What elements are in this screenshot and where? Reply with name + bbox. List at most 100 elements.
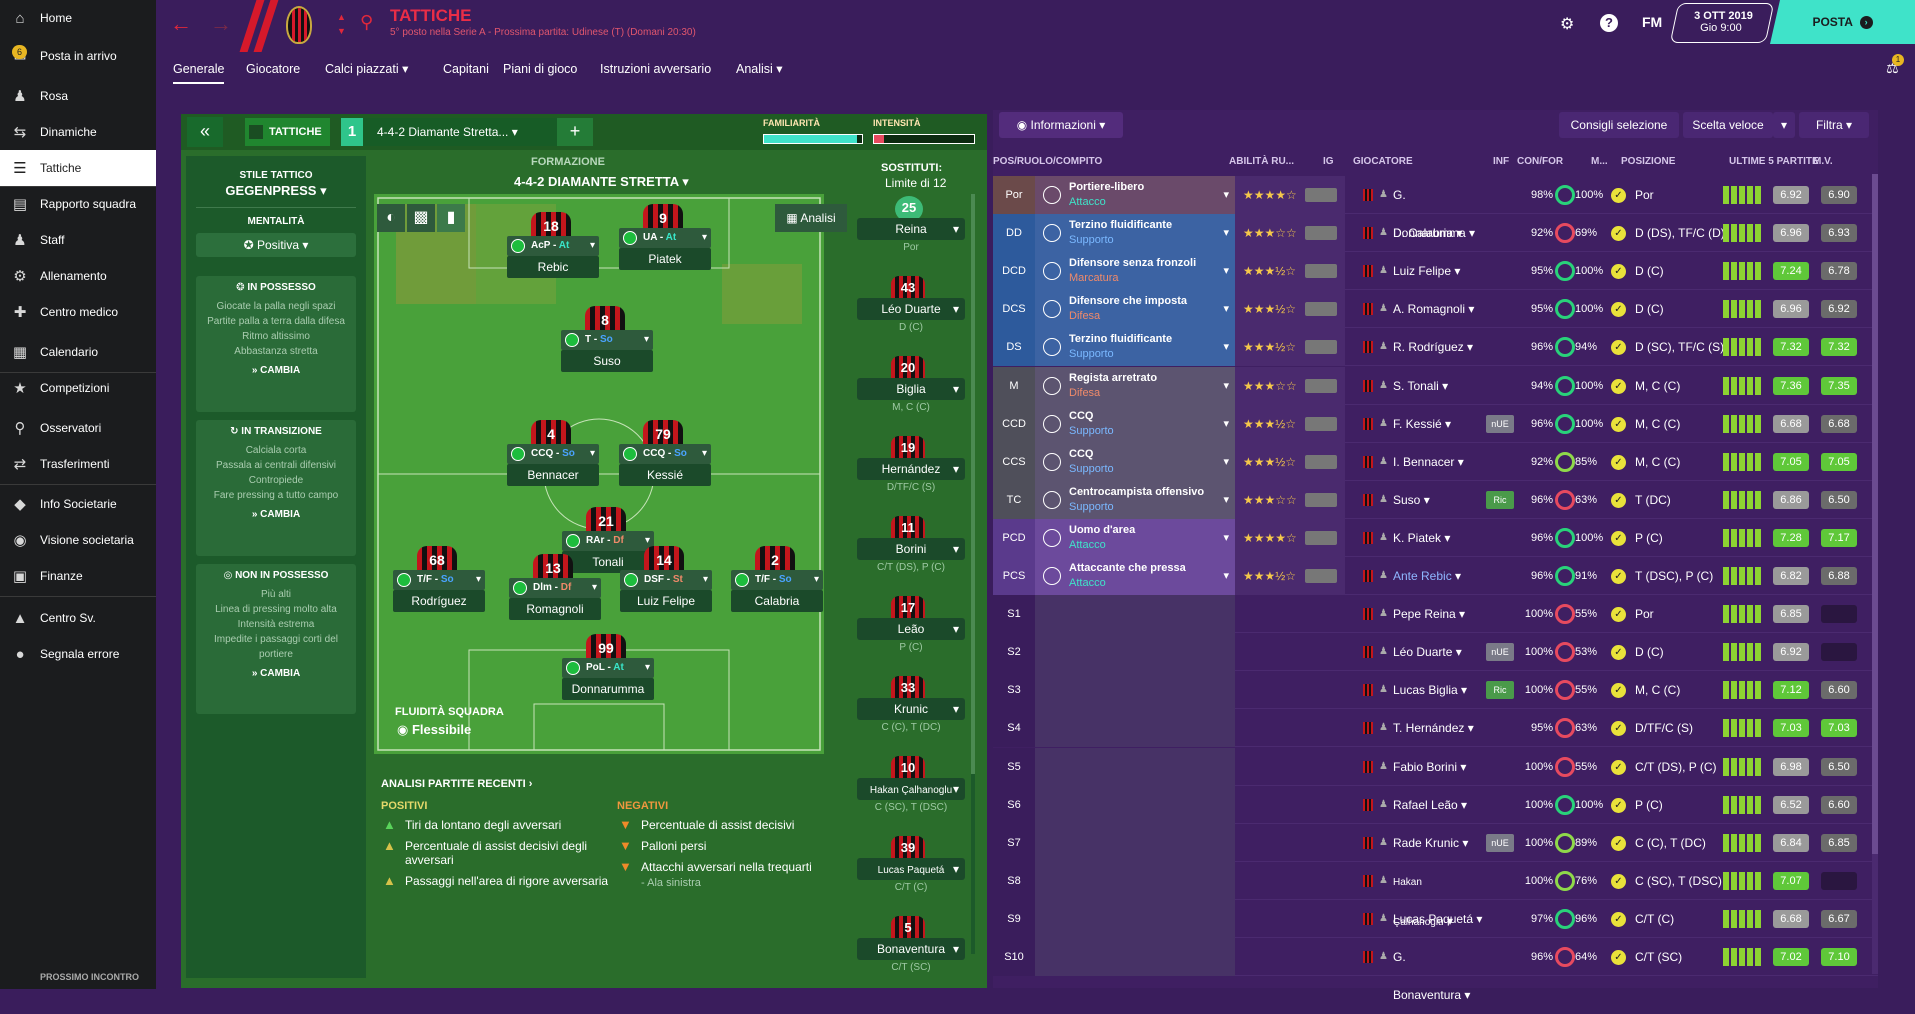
continue-button[interactable]: POSTA › <box>1770 0 1915 44</box>
chart-icon[interactable]: ▩ <box>407 204 435 232</box>
globe-icon[interactable]: ⚙ <box>1560 16 1575 33</box>
column-header[interactable]: INF <box>1493 156 1510 167</box>
sidebar-item-info-societarie[interactable]: ◆ Info Societarie <box>0 486 156 522</box>
tab-calci-piazzati[interactable]: Calci piazzati ▾ <box>325 52 408 84</box>
analysis-title[interactable]: ANALISI PARTITE RECENTI › <box>381 778 533 790</box>
substitute-item[interactable]: 39 Lucas Paquetá ▾ C/T (C) <box>857 836 965 896</box>
player-role-dropdown[interactable]: PoL - At ▾ <box>562 658 654 678</box>
role-block[interactable]: Difensore che imposta Difesa ▾ <box>1035 290 1235 329</box>
player-role-dropdown[interactable]: RAr - Df ▾ <box>562 531 654 551</box>
substitute-item[interactable]: 43 Léo Duarte ▾ D (C) <box>857 276 965 336</box>
player-name[interactable]: ♟ Rafael Leão ▾ <box>1363 786 1483 824</box>
player-name[interactable]: ♟ Hakan Çalhanoglu ▾ <box>1363 862 1483 928</box>
tab-capitani[interactable]: Capitani <box>443 52 489 84</box>
player-name[interactable]: ♟ A. Romagnoli ▾ <box>1363 290 1483 328</box>
role-block[interactable]: Attaccante che pressa Attacco ▾ <box>1035 557 1235 595</box>
formation-dropdown[interactable]: 4-4-2 Diamante Stretta... ▾ <box>363 118 573 146</box>
player-name[interactable]: ♟ Suso ▾ <box>1363 481 1483 519</box>
intensity-bar[interactable] <box>873 134 975 144</box>
role-block[interactable]: CCQ Supporto ▾ <box>1035 404 1235 443</box>
collapse-button[interactable]: « <box>187 117 223 147</box>
player-token[interactable]: 9 UA - At ▾ Piatek <box>619 204 711 272</box>
analysis-button[interactable]: ▦ Analisi <box>775 204 847 232</box>
tab-giocatore[interactable]: Giocatore <box>246 52 300 84</box>
role-block[interactable]: Portiere-libero Attacco ▾ <box>1035 176 1235 214</box>
column-header[interactable]: GIOCATORE <box>1353 156 1413 167</box>
notification-icon[interactable]: ⚖ 1 <box>1886 54 1904 77</box>
player-token[interactable]: 13 Dlm - Df ▾ Romagnoli <box>509 554 601 622</box>
chevron-down-icon[interactable]: ▾ <box>1773 112 1795 138</box>
sidebar-item-tattiche[interactable]: ☰ Tattiche <box>0 150 156 186</box>
player-name[interactable]: ♟ R. Rodríguez ▾ <box>1363 328 1483 366</box>
player-token[interactable]: 4 CCQ - So ▾ Bennacer <box>507 420 599 488</box>
substitute-item[interactable]: 5 Bonaventura ▾ C/T (SC) <box>857 916 965 976</box>
player-name[interactable]: ♟ K. Piatek ▾ <box>1363 519 1483 557</box>
add-tactic-button[interactable]: + <box>557 118 593 146</box>
player-name[interactable]: ♟ Lucas Biglia ▾ <box>1363 671 1483 709</box>
table-row[interactable]: S9 ♟ Lucas Paquetá ▾ 97% 96% ✓ C/T (C) 6.68 6.67 <box>993 899 1878 938</box>
substitute-item[interactable]: 10 Hakan Çalhanoglu ▾ C (SC), T (DSC) <box>857 756 965 816</box>
fm-menu[interactable]: FM <box>1642 14 1663 30</box>
substitute-name[interactable]: Biglia ▾ <box>857 378 965 400</box>
player-name[interactable]: ♟ Luiz Felipe ▾ <box>1363 252 1483 290</box>
player-token[interactable]: 99 PoL - At ▾ Donnarumma <box>562 634 654 702</box>
player-token[interactable]: 68 T/F - So ▾ Rodríguez <box>393 546 485 614</box>
player-role-dropdown[interactable]: UA - At ▾ <box>619 228 711 248</box>
player-name[interactable]: ♟ Pepe Reina ▾ <box>1363 595 1483 633</box>
player-token[interactable]: 2 T/F - So ▾ Calabria <box>731 546 823 614</box>
up-down-arrows-icon[interactable]: ▲ ▼ <box>337 12 346 36</box>
sidebar-item-dinamiche[interactable]: ⇆ Dinamiche <box>0 114 156 150</box>
sidebar-item-finanze[interactable]: ▣ Finanze <box>0 558 156 594</box>
tab-istruzioni-avversario[interactable]: Istruzioni avversario <box>600 52 711 84</box>
player-name[interactable]: ♟ G. Bonaventura ▾ <box>1363 938 1483 1002</box>
role-block[interactable]: Difensore senza fronzoli Marcatura ▾ <box>1035 252 1235 291</box>
sidebar-item-calendario[interactable]: ▦ Calendario <box>0 334 156 370</box>
substitute-item[interactable]: 25 Reina ▾ Por <box>857 196 965 256</box>
player-token[interactable]: 18 AcP - At ▾ Rebic <box>507 212 599 280</box>
substitute-item[interactable]: 17 Leão ▾ P (C) <box>857 596 965 656</box>
substitute-item[interactable]: 11 Borini ▾ C/T (DS), P (C) <box>857 516 965 576</box>
info-dropdown[interactable]: ◉ Informazioni ▾ <box>999 112 1123 138</box>
subs-scrollbar[interactable] <box>971 194 975 954</box>
club-crest-icon[interactable] <box>286 6 312 44</box>
substitute-name[interactable]: Léo Duarte ▾ <box>857 298 965 320</box>
sidebar-item-centro-medico[interactable]: ✚ Centro medico <box>0 294 156 330</box>
tactic-label[interactable]: TATTICHE <box>245 118 330 146</box>
sidebar-item-osservatori[interactable]: ⚲ Osservatori <box>0 410 156 446</box>
table-row[interactable]: M Regista arretrato Difesa ▾ ★★★☆☆ ♟ S. Tonali… <box>993 366 1878 405</box>
player-name[interactable]: ♟ G. Donnarumma ▾ <box>1363 176 1483 240</box>
player-name[interactable]: ♟ S. Tonali ▾ <box>1363 367 1483 405</box>
role-block[interactable]: Centrocampista offensivo Supporto ▾ <box>1035 480 1235 519</box>
player-role-dropdown[interactable]: CCQ - So ▾ <box>619 444 711 464</box>
player-name[interactable]: ♟ D. Calabria ▾ <box>1363 214 1483 252</box>
sidebar-item-rapporto-squadra[interactable]: ▤ Rapporto squadra <box>0 186 156 222</box>
search-icon[interactable]: ⚲ <box>360 12 374 32</box>
column-header[interactable]: CON/FOR <box>1517 156 1564 167</box>
table-row[interactable]: S3 ♟ Lucas Biglia ▾ Ric 100% 55% ✓ M, C (C) 7.12… <box>993 671 1878 710</box>
player-name[interactable]: ♟ Léo Duarte ▾ <box>1363 633 1483 671</box>
quick-pick-button[interactable]: Scelta veloce <box>1683 112 1773 138</box>
substitute-name[interactable]: Lucas Paquetá ▾ <box>857 858 965 880</box>
tactic-slot[interactable]: 1 <box>341 118 363 146</box>
player-role-dropdown[interactable]: T - So ▾ <box>561 330 653 350</box>
sidebar-item-staff[interactable]: ♟ Staff <box>0 222 156 258</box>
player-token[interactable]: 79 CCQ - So ▾ Kessié <box>619 420 711 488</box>
substitute-name[interactable]: Hernández ▾ <box>857 458 965 480</box>
table-row[interactable]: S5 ♟ Fabio Borini ▾ 100% 55% ✓ C/T (DS), P (C)… <box>993 747 1878 786</box>
table-row[interactable]: DCS Difensore che imposta Difesa ▾ ★★★½☆ ♟ A. … <box>993 290 1878 329</box>
player-name[interactable]: ♟ F. Kessié ▾ <box>1363 405 1483 443</box>
sidebar-item-rosa[interactable]: ♟ Rosa <box>0 78 156 114</box>
sidebar-item-competizioni[interactable]: ★ Competizioni <box>0 370 156 406</box>
table-row[interactable]: S7 ♟ Rade Krunic ▾ nUE 100% 89% ✓ C (C), T (DC)… <box>993 823 1878 862</box>
role-block[interactable]: Terzino fluidificante Supporto ▾ <box>1035 328 1235 367</box>
table-row[interactable]: PCS Attaccante che pressa Attacco ▾ ★★★½☆ ♟ An… <box>993 557 1878 595</box>
player-role-dropdown[interactable]: AcP - At ▾ <box>507 236 599 256</box>
table-row[interactable]: TC Centrocampista offensivo Supporto ▾ ★★★☆☆… <box>993 480 1878 519</box>
forward-arrow-icon[interactable]: → <box>210 11 232 36</box>
substitute-item[interactable]: 19 Hernández ▾ D/TF/C (S) <box>857 436 965 496</box>
player-role-dropdown[interactable]: Dlm - Df ▾ <box>509 578 601 598</box>
player-name[interactable]: ♟ Lucas Paquetá ▾ <box>1363 900 1483 938</box>
player-name[interactable]: ♟ Ante Rebic ▾ <box>1363 557 1483 595</box>
sidebar-item-home[interactable]: ⌂ Home <box>0 0 156 36</box>
